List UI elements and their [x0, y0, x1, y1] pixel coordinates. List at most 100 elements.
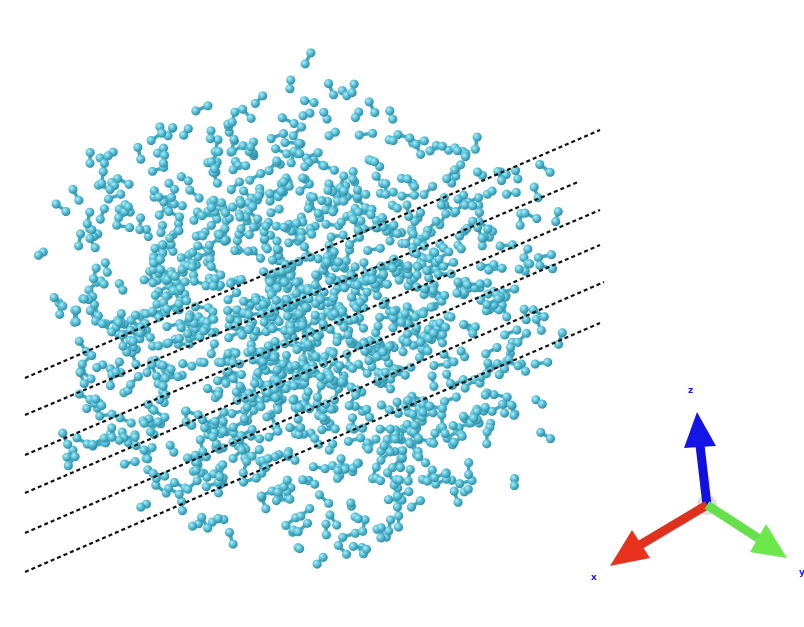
atom	[296, 511, 306, 521]
atom	[254, 191, 264, 201]
atom	[220, 208, 231, 218]
atom	[88, 439, 98, 450]
atom	[355, 297, 365, 307]
atom	[367, 275, 377, 285]
atom	[312, 559, 322, 569]
atom	[162, 321, 172, 332]
atom	[263, 453, 273, 464]
atom	[90, 243, 100, 253]
atom	[346, 292, 357, 302]
atom	[353, 513, 363, 524]
atom	[238, 186, 249, 196]
atom	[160, 412, 170, 422]
atom	[177, 506, 188, 516]
atom	[414, 352, 425, 363]
atom	[166, 364, 176, 374]
atom	[364, 355, 374, 366]
atom	[305, 503, 315, 514]
atom	[107, 423, 117, 433]
atom	[433, 269, 443, 279]
atom	[187, 521, 198, 531]
z-arrowhead	[684, 412, 716, 448]
atom	[310, 286, 320, 297]
atom	[86, 374, 96, 384]
dotted-line	[24, 243, 601, 495]
atom	[194, 193, 204, 203]
atom	[74, 195, 84, 205]
atom	[310, 280, 320, 290]
atom	[291, 288, 302, 298]
atom	[224, 527, 235, 537]
atom	[136, 502, 146, 512]
atom	[150, 290, 160, 300]
atom	[212, 214, 222, 224]
atom	[493, 294, 503, 304]
atom	[339, 322, 349, 332]
atom	[341, 549, 352, 559]
atom	[388, 306, 399, 317]
atom	[510, 165, 521, 176]
atom	[418, 309, 428, 319]
atom	[126, 418, 136, 428]
atom	[440, 290, 450, 300]
atom	[429, 473, 440, 483]
atom	[99, 158, 110, 168]
atom	[381, 189, 391, 199]
atom	[228, 453, 238, 464]
atom	[440, 322, 451, 332]
atom	[197, 512, 207, 522]
atom	[235, 212, 245, 222]
atom	[348, 363, 358, 373]
atom	[103, 194, 114, 204]
atom	[114, 213, 124, 223]
atom	[492, 359, 502, 369]
atom	[415, 337, 426, 347]
atom	[425, 146, 435, 156]
atom	[153, 341, 164, 351]
atom	[236, 369, 247, 380]
atom	[87, 350, 97, 361]
atom	[451, 206, 461, 217]
atom	[483, 224, 493, 234]
atom	[474, 208, 485, 218]
atom	[339, 186, 349, 196]
atom	[62, 452, 72, 462]
atom	[367, 128, 378, 138]
atom	[330, 424, 340, 434]
atom	[352, 280, 362, 290]
atom	[392, 491, 403, 501]
atom	[427, 371, 437, 381]
atom	[151, 480, 161, 490]
atom	[392, 502, 403, 512]
atom	[455, 479, 465, 489]
atom	[473, 192, 484, 203]
atom	[143, 231, 153, 242]
atom	[282, 475, 292, 485]
atom	[343, 330, 353, 340]
atom	[258, 299, 269, 309]
atom	[426, 302, 436, 312]
atom	[216, 357, 226, 368]
atom	[299, 242, 310, 252]
atom	[350, 112, 361, 123]
atom	[157, 128, 167, 138]
atom	[308, 462, 318, 472]
atom	[206, 261, 216, 271]
atom	[189, 215, 199, 225]
atom	[145, 427, 156, 437]
atom	[536, 427, 546, 437]
atom	[469, 413, 479, 423]
atom	[79, 294, 89, 304]
atom	[281, 520, 291, 530]
atom	[387, 463, 398, 473]
atom	[176, 172, 186, 182]
atom	[238, 477, 249, 487]
atom	[371, 462, 381, 472]
atom	[513, 337, 523, 347]
atom	[278, 128, 289, 139]
atom	[504, 354, 514, 365]
atom	[456, 160, 466, 170]
atom	[224, 333, 234, 343]
atom	[85, 233, 95, 244]
atom	[340, 464, 350, 474]
